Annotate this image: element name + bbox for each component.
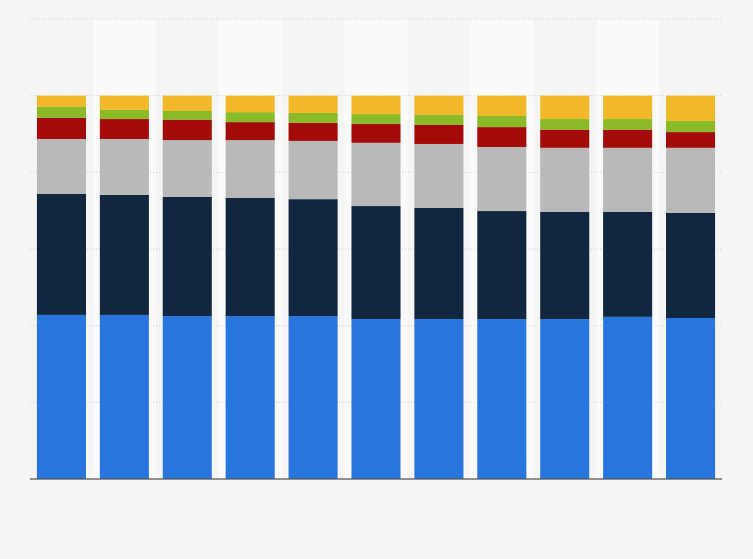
bar-segment: [99, 109, 149, 120]
bar-segment: [603, 316, 653, 479]
bar-segment: [540, 147, 590, 212]
bar-segment: [351, 319, 401, 479]
bar-segment: [603, 95, 653, 120]
bar-segment: [414, 124, 464, 144]
bar-segment: [666, 147, 716, 213]
bar-segment: [99, 119, 149, 139]
bar-segment: [162, 111, 212, 120]
bar-segment: [351, 142, 401, 207]
bar-segment: [225, 316, 275, 479]
bar-segment: [99, 314, 149, 479]
bar-segment: [477, 147, 527, 212]
bar-segment: [162, 140, 212, 197]
bar-segment: [414, 114, 464, 125]
bar-segment: [477, 115, 527, 128]
bar-segment: [351, 124, 401, 143]
bar-segment: [225, 122, 275, 141]
bar-segment: [666, 132, 716, 148]
bar-segment: [414, 143, 464, 208]
bar-segment: [36, 95, 86, 107]
bar-segment: [162, 95, 212, 111]
bar-segment: [288, 95, 338, 113]
bar-segment: [540, 95, 590, 120]
bar-segment: [225, 140, 275, 199]
bar-segment: [351, 206, 401, 320]
bar-segment: [351, 114, 401, 125]
bar-segment: [36, 193, 86, 315]
bar-segment: [666, 120, 716, 133]
bar-segment: [36, 138, 86, 194]
bar-segment: [36, 106, 86, 118]
bar-segment: [477, 127, 527, 148]
bar-segment: [288, 112, 338, 123]
bar-segment: [225, 112, 275, 123]
bar-segment: [36, 117, 86, 139]
bar-segment: [666, 95, 716, 121]
bar-segment: [414, 207, 464, 320]
bar-segment: [540, 119, 590, 130]
bar-segment: [540, 129, 590, 148]
bar-segment: [288, 122, 338, 141]
bar-segment: [666, 212, 716, 318]
bar-segment: [99, 138, 149, 195]
bar-segment: [36, 314, 86, 479]
bar-segment: [603, 129, 653, 148]
bar-segment: [603, 119, 653, 130]
bar-segment: [288, 316, 338, 479]
bar-segment: [540, 319, 590, 479]
bar-segment: [477, 95, 527, 116]
bar-segment: [288, 199, 338, 317]
bar-segment: [477, 319, 527, 479]
bar-segment: [414, 95, 464, 115]
bar-segment: [99, 194, 149, 315]
bar-segment: [288, 140, 338, 200]
bar-segment: [540, 211, 590, 320]
bar-segment: [603, 147, 653, 212]
bar-segment: [162, 316, 212, 479]
bar-segment: [666, 318, 716, 479]
bar-segment: [162, 119, 212, 141]
bar-segment: [225, 95, 275, 113]
bar-segment: [162, 196, 212, 317]
bar-segment: [477, 211, 527, 320]
bar-segment: [99, 95, 149, 110]
bar-segment: [225, 198, 275, 317]
bar-segment: [351, 95, 401, 115]
bar-segment: [603, 211, 653, 317]
bar-segment: [414, 319, 464, 479]
